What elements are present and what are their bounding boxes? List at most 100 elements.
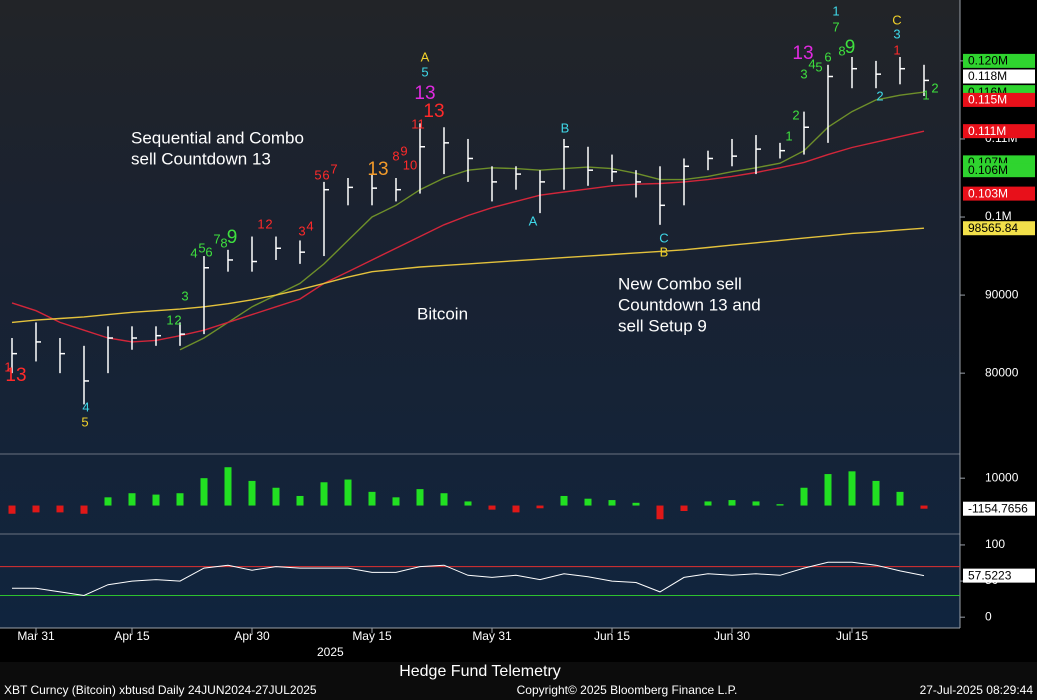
annotation: Bitcoin bbox=[417, 304, 468, 323]
footer-center: Copyright© 2025 Bloomberg Finance L.P. bbox=[517, 683, 738, 697]
count-label: 1 bbox=[893, 42, 900, 57]
value-box bbox=[963, 568, 1035, 583]
x-tick-label: Jul 15 bbox=[836, 629, 868, 643]
footer-band bbox=[0, 662, 1037, 700]
plot-area bbox=[0, 0, 960, 628]
count-label: B bbox=[561, 120, 570, 135]
value-box-label: 0.111M bbox=[968, 124, 1006, 138]
count-label: 8 bbox=[220, 235, 227, 250]
histogram-bar bbox=[296, 495, 304, 506]
count-label: 3 bbox=[181, 288, 188, 303]
y-tick-label: 0.1M bbox=[985, 209, 1012, 223]
count-label: 8 bbox=[392, 148, 399, 163]
count-label: B bbox=[660, 244, 669, 259]
count-label: 2 bbox=[876, 88, 883, 103]
histogram-bar bbox=[8, 505, 16, 514]
count-label: 6 bbox=[824, 49, 831, 64]
count-label: 7 bbox=[832, 19, 839, 34]
histogram-bar bbox=[608, 500, 616, 506]
count-label: 2 bbox=[931, 80, 938, 95]
value-box-label: 98565.84 bbox=[968, 221, 1018, 235]
count-label: 2 bbox=[265, 216, 272, 231]
histogram-bar bbox=[392, 497, 400, 506]
count-label: 8 bbox=[838, 43, 845, 58]
histogram-bar bbox=[536, 505, 544, 509]
footer-left: XBT Curncy (Bitcoin) xbtusd Daily 24JUN2… bbox=[4, 683, 317, 697]
annotation: Countdown 13 and bbox=[618, 295, 761, 314]
histogram-bar bbox=[56, 505, 64, 513]
histogram-bar bbox=[488, 505, 496, 510]
histogram-bar bbox=[440, 493, 448, 506]
histogram-bar bbox=[104, 497, 112, 506]
value-box-label: 57.5223 bbox=[968, 568, 1012, 582]
histogram-bar bbox=[896, 491, 904, 506]
histogram-bar bbox=[656, 505, 664, 520]
histogram-bar bbox=[512, 505, 520, 513]
x-year: 2025 bbox=[317, 645, 344, 659]
histogram-bar bbox=[248, 480, 256, 506]
histogram-bar bbox=[224, 467, 232, 506]
histogram-bar bbox=[368, 491, 376, 506]
value-box bbox=[963, 69, 1035, 84]
histogram-bar bbox=[848, 471, 856, 506]
histogram-bar bbox=[584, 498, 592, 506]
count-label: 1 bbox=[922, 87, 929, 102]
annotation: sell Countdown 13 bbox=[131, 149, 271, 168]
histogram-bar bbox=[680, 505, 688, 512]
histogram-bar bbox=[128, 493, 136, 506]
histogram-bar bbox=[632, 502, 640, 506]
histogram-bar bbox=[800, 487, 808, 506]
value-box bbox=[963, 186, 1035, 201]
count-label: 3 bbox=[800, 66, 807, 81]
moving-average bbox=[11, 227, 925, 324]
count-label: 9 bbox=[400, 143, 407, 158]
annotation: Sequential and Combo bbox=[131, 128, 304, 147]
count-label: 1 bbox=[257, 216, 264, 231]
y-tick-label: 10000 bbox=[985, 470, 1019, 484]
x-tick-label: Apr 15 bbox=[114, 629, 150, 643]
x-tick-label: May 15 bbox=[352, 629, 392, 643]
value-box bbox=[963, 124, 1035, 139]
count-label: 5 bbox=[81, 414, 88, 429]
rsi-line bbox=[12, 561, 925, 597]
value-box-label: 0.106M bbox=[968, 163, 1008, 177]
count-label: 4 bbox=[306, 218, 313, 233]
count-label: 13 bbox=[792, 43, 813, 64]
count-label: 4 bbox=[808, 56, 815, 71]
count-label: 9 bbox=[845, 37, 856, 58]
histogram-bar bbox=[320, 482, 328, 506]
count-label: 10 bbox=[403, 157, 417, 172]
count-label: 1 bbox=[785, 128, 792, 143]
histogram-bar bbox=[872, 480, 880, 506]
count-label: 13 bbox=[423, 101, 444, 122]
count-label: C bbox=[659, 230, 668, 245]
x-tick-label: Mar 31 bbox=[17, 629, 55, 643]
y-tick-label: 90000 bbox=[985, 287, 1019, 301]
count-label: 3 bbox=[893, 26, 900, 41]
histogram-bar bbox=[560, 495, 568, 506]
x-tick-label: Jun 30 bbox=[714, 629, 750, 643]
count-label: 5 bbox=[198, 240, 205, 255]
histogram-bar bbox=[344, 479, 352, 506]
count-label: 9 bbox=[227, 227, 238, 248]
histogram-bar bbox=[80, 505, 88, 514]
count-label: 4 bbox=[190, 245, 197, 260]
histogram-bar bbox=[200, 478, 208, 506]
histogram-bar bbox=[152, 494, 160, 506]
moving-average bbox=[11, 130, 925, 343]
histogram-bar bbox=[704, 501, 712, 506]
value-box bbox=[963, 501, 1035, 516]
footer-right: 27-Jul-2025 08:29:44 bbox=[920, 683, 1034, 697]
value-box bbox=[963, 221, 1035, 236]
annotation: sell Setup 9 bbox=[618, 316, 707, 335]
count-label: 3 bbox=[298, 223, 305, 238]
x-tick-label: May 31 bbox=[472, 629, 512, 643]
x-tick-label: Apr 30 bbox=[234, 629, 270, 643]
count-label: 13 bbox=[5, 365, 26, 386]
count-label: 7 bbox=[213, 231, 220, 246]
count-label: 6 bbox=[322, 167, 329, 182]
histogram-bar bbox=[776, 504, 784, 506]
value-box bbox=[963, 53, 1035, 68]
histogram-bar bbox=[176, 493, 184, 506]
